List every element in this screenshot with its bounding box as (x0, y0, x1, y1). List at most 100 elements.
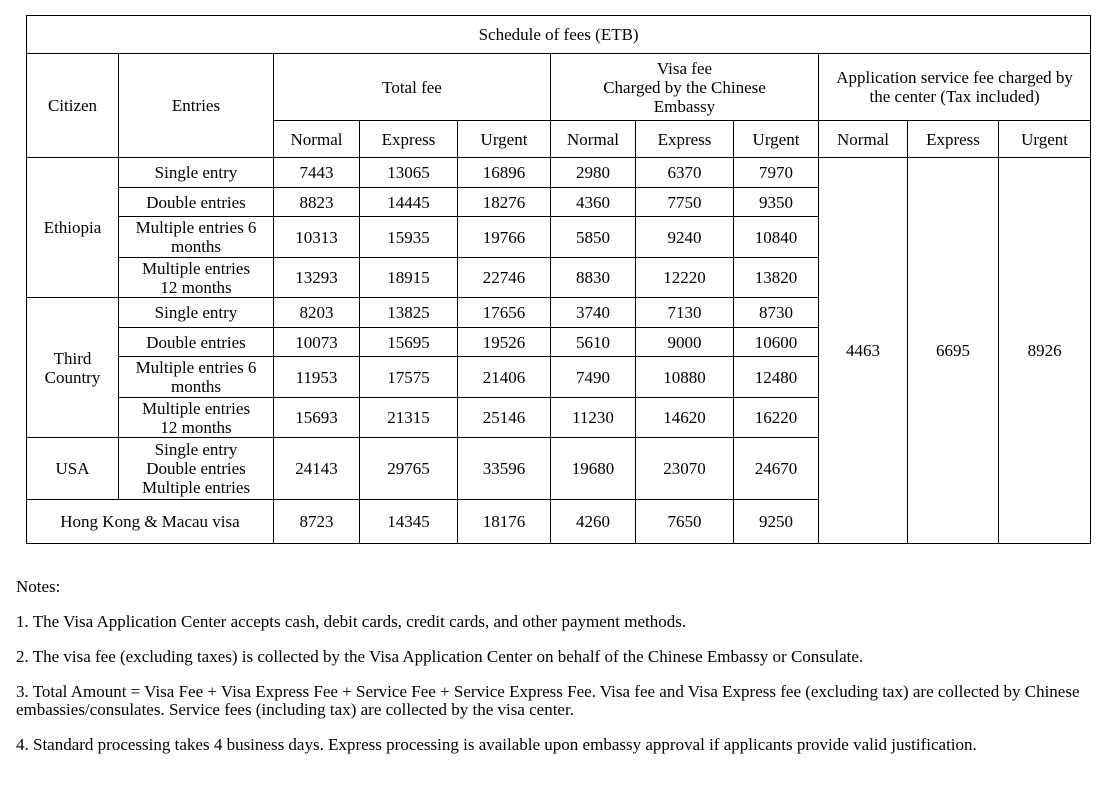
fee-cell: 18276 (457, 187, 551, 217)
fee-cell: 15695 (359, 327, 458, 357)
citizen-cell: Third Country (26, 297, 119, 438)
service-fee-cell: 6695 (907, 157, 999, 544)
fee-cell: 10313 (273, 216, 360, 258)
entries-cell: Single entry (118, 157, 274, 188)
subheader-urgent: Urgent (733, 120, 819, 158)
fee-cell: 22746 (457, 257, 551, 298)
note-2: 2. The visa fee (excluding taxes) is col… (16, 647, 864, 666)
table-row: Multiple entries 12 months 13293 18915 2274… (27, 257, 1091, 298)
entries-cell: Double entries (118, 187, 274, 217)
fee-cell: 14345 (359, 499, 458, 544)
fee-cell: 9240 (635, 216, 734, 258)
header-total-fee: Total fee (273, 53, 551, 121)
subheader-express: Express (359, 120, 458, 158)
header-citizen: Citizen (26, 53, 119, 158)
entries-cell: Multiple entries 12 months (118, 257, 274, 298)
note-3: 3. Total Amount = Visa Fee + Visa Expres… (16, 682, 1080, 719)
fee-cell: 12480 (733, 356, 819, 398)
fee-cell: 7490 (550, 356, 636, 398)
fee-cell: 21406 (457, 356, 551, 398)
table-row: Hong Kong & Macau visa 8723 14345 18176 4260… (26, 499, 1091, 544)
fee-cell: 19766 (457, 216, 551, 258)
fee-cell: 25146 (457, 397, 551, 438)
fee-cell: 9000 (635, 327, 734, 357)
citizen-cell: Ethiopia (26, 157, 119, 298)
fee-cell: 13293 (273, 257, 360, 298)
fee-cell: 5610 (550, 327, 636, 357)
subheader-normal: Normal (550, 120, 636, 158)
fee-cell: 19526 (457, 327, 551, 357)
fee-cell: 8730 (733, 297, 819, 328)
fee-cell: 9350 (733, 187, 819, 217)
fee-cell: 4360 (550, 187, 636, 217)
fee-cell: 5850 (550, 216, 636, 258)
fee-cell: 10840 (733, 216, 819, 258)
fee-cell: 4260 (550, 499, 636, 544)
fee-cell: 2980 (550, 157, 636, 188)
entries-line: Single entry (154, 440, 238, 459)
fee-cell: 11230 (550, 397, 636, 438)
visa-fee-title: Visa fee (656, 58, 713, 78)
header-visa-fee: Visa fee Charged by the Chinese Embassy (550, 53, 819, 121)
fee-cell: 19680 (550, 437, 636, 500)
entries-cell: Single entry (118, 297, 274, 328)
subheader-express: Express (635, 120, 734, 158)
fee-cell: 3740 (550, 297, 636, 328)
fee-cell: 10880 (635, 356, 734, 398)
fee-cell: 24143 (273, 437, 360, 500)
fee-cell: 33596 (457, 437, 551, 500)
entries-line: Double entries (146, 459, 246, 478)
fee-cell: 7650 (635, 499, 734, 544)
table-title: Schedule of fees (ETB) (25, 15, 1092, 54)
fee-cell: 8823 (273, 187, 360, 217)
fee-cell: 16896 (457, 157, 551, 188)
fee-cell: 8830 (550, 257, 636, 298)
subheader-normal: Normal (273, 120, 360, 158)
subheader-urgent: Urgent (997, 120, 1092, 158)
table-row: Ethiopia Single entry 7443 13065 16896 2980 63… (26, 157, 1092, 544)
fee-cell: 18915 (359, 257, 458, 298)
fee-cell: 15935 (359, 216, 458, 258)
fee-cell: 7443 (273, 157, 360, 188)
fee-cell: 15693 (273, 397, 360, 438)
citizen-cell: USA (26, 437, 119, 500)
hk-macau-label: Hong Kong & Macau visa (26, 499, 274, 544)
note-1: 1. The Visa Application Center accepts c… (16, 612, 687, 631)
subheader-express: Express (907, 120, 999, 158)
fee-cell: 21315 (359, 397, 458, 438)
fee-cell: 8723 (273, 499, 360, 544)
table-row: Multiple entries 12 months 15693 21315 2514… (27, 397, 1091, 438)
service-fee-cell: 8926 (997, 157, 1092, 544)
table-row: Multiple entries 6 months 11953 17575 21406… (27, 356, 1091, 398)
fee-cell: 13065 (359, 157, 458, 188)
subheader-normal: Normal (818, 120, 908, 158)
fee-cell: 17575 (359, 356, 458, 398)
fee-cell: 18176 (457, 499, 551, 544)
entries-cell: Double entries (118, 327, 274, 357)
table-row: USA Single entry Double entries Multiple en… (26, 437, 1091, 500)
note-4: 4. Standard processing takes 4 business … (16, 735, 977, 754)
fee-cell: 10073 (273, 327, 360, 357)
subheader-urgent: Urgent (457, 120, 551, 158)
entries-cell: Multiple entries 6 months (118, 356, 274, 398)
fee-cell: 13825 (359, 297, 458, 328)
visa-fee-subtitle: Charged by the Chinese Embassy (603, 77, 766, 116)
table-row: Double entries 8823 14445 18276 4360 7750 9350 (27, 187, 1091, 217)
fee-cell: 9250 (733, 499, 819, 544)
header-entries: Entries (118, 53, 274, 158)
entries-cell: Multiple entries 12 months (118, 397, 274, 438)
fee-cell: 10600 (733, 327, 819, 357)
fee-cell: 29765 (359, 437, 458, 500)
entries-cell: Multiple entries 6 months (118, 216, 274, 258)
fee-cell: 13820 (733, 257, 819, 298)
notes-section: Notes: 1. The Visa Application Center ac… (16, 578, 1106, 771)
notes-heading: Notes: (16, 577, 61, 596)
fee-cell: 7750 (635, 187, 734, 217)
fee-schedule-table: Schedule of fees (ETB) Citizen Entries T… (25, 15, 1092, 544)
fee-cell: 12220 (635, 257, 734, 298)
header-service-fee: Application service fee charged by the c… (817, 53, 1092, 121)
fee-cell: 16220 (733, 397, 819, 438)
fee-cell: 24670 (733, 437, 819, 500)
fee-cell: 8203 (273, 297, 360, 328)
service-fee-cell: 4463 (818, 157, 908, 544)
